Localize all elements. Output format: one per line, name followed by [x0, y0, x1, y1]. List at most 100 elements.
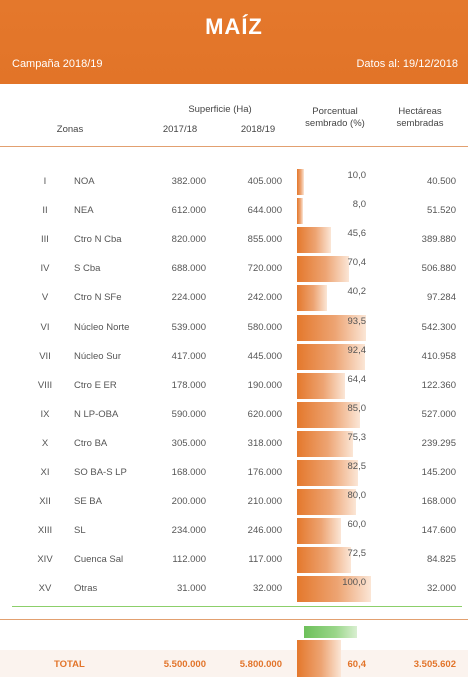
zone-name: Núcleo Sur [74, 350, 121, 362]
pct-value: 92,4 [347, 344, 367, 356]
table-row: V Ctro N SFe 224.000 242.000 40,2 97.284 [0, 284, 468, 313]
superficie-1718: 305.000 [171, 437, 206, 449]
header-divider [0, 146, 468, 147]
zone-number: VII [39, 350, 51, 362]
zone-name: SE BA [74, 496, 102, 508]
pct-bar [297, 547, 351, 574]
pct-value: 93,5 [347, 315, 367, 327]
header-porcentual-line2: sembrado (%) [305, 118, 365, 129]
pct-bar [297, 576, 371, 603]
table-row: IV S Cba 688.000 720.000 70,4 506.880 [0, 255, 468, 284]
pct-value: 40,2 [347, 286, 367, 298]
total-hectareas: 3.505.602 [413, 659, 456, 670]
superficie-1819: 242.000 [247, 292, 282, 304]
zone-number: I [43, 176, 47, 187]
table-row: XII SE BA 200.000 210.000 80,0 168.000 [0, 488, 468, 517]
header-hectareas-line2: sembradas [396, 118, 444, 129]
superficie-1819: 445.000 [247, 350, 282, 362]
table-row: II NEA 612.000 644.000 8,0 51.520 [0, 197, 468, 226]
zone-number: IX [40, 408, 50, 420]
zone-name: Cuenca Sal [74, 554, 124, 566]
superficie-1819: 720.000 [247, 263, 282, 275]
hectareas-value: 147.600 [421, 525, 456, 537]
hectareas-value: 410.958 [421, 350, 456, 362]
superficie-1819: 176.000 [247, 467, 282, 478]
pct-value: 85,0 [347, 402, 367, 414]
data-date-label: Datos al: 19/12/2018 [356, 58, 458, 70]
table-bottom-line [12, 606, 462, 607]
superficie-1718: 539.000 [171, 321, 206, 333]
header-hectareas: Hectáreas sembradas [380, 106, 460, 130]
pct-value: 80,0 [347, 490, 367, 502]
table-row: XIV Cuenca Sal 112.000 117.000 72,5 84.825 [0, 546, 468, 575]
zone-name: Otras [74, 583, 98, 595]
superficie-1819: 580.000 [247, 321, 282, 333]
table-row: XV Otras 31.000 32.000 100,0 32.000 [0, 575, 468, 604]
total-superficie-1718: 5.500.000 [163, 659, 206, 670]
pct-bar [297, 169, 305, 195]
pct-value: 8,0 [352, 199, 366, 211]
superficie-1718: 31.000 [176, 583, 206, 595]
zone-number: VI [40, 321, 50, 333]
hectareas-value: 84.825 [426, 554, 456, 566]
zone-name: N LP-OBA [74, 408, 119, 420]
zone-number: VIII [37, 379, 53, 391]
hectareas-value: 168.000 [421, 496, 456, 508]
header-hectareas-line1: Hectáreas [398, 106, 442, 117]
header-banner: MAÍZ Campaña 2018/19 Datos al: 19/12/201… [0, 0, 468, 84]
total-divider [0, 619, 468, 620]
header-superficie: Superficie (Ha) [188, 104, 252, 115]
superficie-1718: 178.000 [171, 379, 206, 391]
pct-value: 60,0 [347, 519, 367, 531]
pct-bar [297, 489, 357, 516]
zone-name: S Cba [74, 263, 101, 275]
hectareas-value: 389.880 [421, 234, 456, 246]
hectareas-value: 122.360 [421, 379, 456, 391]
superficie-1718: 112.000 [172, 554, 206, 566]
total-row: TOTAL 5.500.000 5.800.000 60,4 3.505.602 [0, 650, 468, 677]
superficie-1819: 246.000 [247, 525, 282, 537]
superficie-1718: 200.000 [171, 496, 206, 508]
zone-number: X [41, 437, 49, 449]
superficie-1718: 590.000 [171, 408, 206, 420]
pct-bar [297, 285, 327, 312]
zone-name: SO BA-S LP [74, 467, 127, 478]
superficie-1718: 224.000 [171, 292, 206, 304]
header-porcentual: Porcentual sembrado (%) [290, 106, 380, 130]
superficie-1718: 382.000 [171, 176, 206, 187]
page-title: MAÍZ [205, 14, 263, 39]
superficie-1819: 117.000 [248, 554, 282, 566]
pct-value: 100,0 [342, 577, 366, 589]
superficie-1819: 620.000 [247, 408, 282, 420]
hectareas-value: 527.000 [421, 408, 456, 420]
table-row: VIII Ctro E ER 178.000 190.000 64,4 122.360 [0, 372, 468, 401]
zone-name: Ctro N Cba [74, 234, 122, 246]
total-superficie-1819: 5.800.000 [239, 659, 282, 670]
zone-name: Ctro E ER [74, 379, 117, 391]
hectareas-value: 97.284 [426, 292, 456, 304]
table-row: VI Núcleo Norte 539.000 580.000 93,5 542.300 [0, 314, 468, 343]
pct-bar [297, 401, 360, 428]
zone-name: NEA [74, 205, 94, 217]
pct-value: 82,5 [347, 461, 367, 472]
zone-number: V [41, 292, 49, 304]
hectareas-value: 542.300 [421, 321, 456, 333]
zone-name: Ctro BA [74, 437, 108, 449]
pct-value: 72,5 [347, 548, 367, 560]
superficie-1819: 210.000 [247, 496, 282, 508]
header-year-1819: 2018/19 [240, 124, 276, 135]
hectareas-value: 239.295 [421, 437, 456, 449]
superficie-1718: 234.000 [171, 525, 206, 537]
total-pct-bar [297, 640, 341, 677]
campaign-label: Campaña 2018/19 [12, 58, 103, 70]
pct-bar [297, 256, 350, 283]
superficie-1718: 820.000 [171, 234, 206, 246]
zone-number: II [42, 205, 48, 217]
total-green-bar [304, 626, 357, 638]
zone-name: Núcleo Norte [74, 321, 130, 333]
pct-value: 75,3 [347, 431, 367, 443]
pct-bar [297, 430, 353, 457]
pct-bar [297, 460, 359, 486]
hectareas-value: 40.500 [426, 176, 456, 187]
pct-value: 10,0 [347, 170, 367, 181]
